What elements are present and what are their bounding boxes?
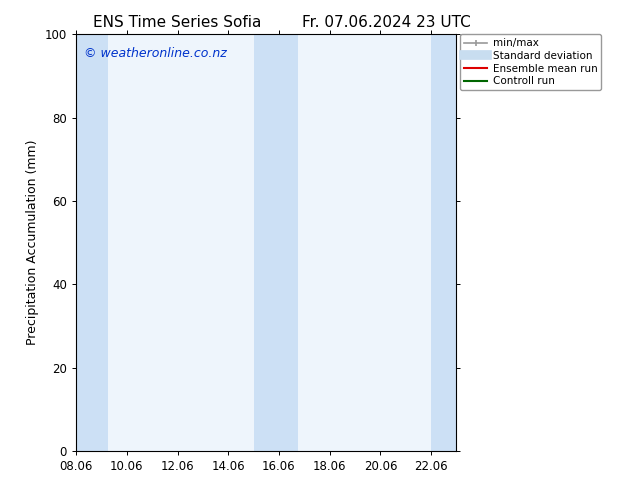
Text: © weatheronline.co.nz: © weatheronline.co.nz xyxy=(84,47,226,60)
Y-axis label: Precipitation Accumulation (mm): Precipitation Accumulation (mm) xyxy=(26,140,39,345)
Bar xyxy=(431,34,456,451)
Bar xyxy=(254,34,298,451)
Text: Fr. 07.06.2024 23 UTC: Fr. 07.06.2024 23 UTC xyxy=(302,15,471,30)
Bar xyxy=(76,34,108,451)
Text: ENS Time Series Sofia: ENS Time Series Sofia xyxy=(93,15,262,30)
Legend: min/max, Standard deviation, Ensemble mean run, Controll run: min/max, Standard deviation, Ensemble me… xyxy=(460,34,602,91)
